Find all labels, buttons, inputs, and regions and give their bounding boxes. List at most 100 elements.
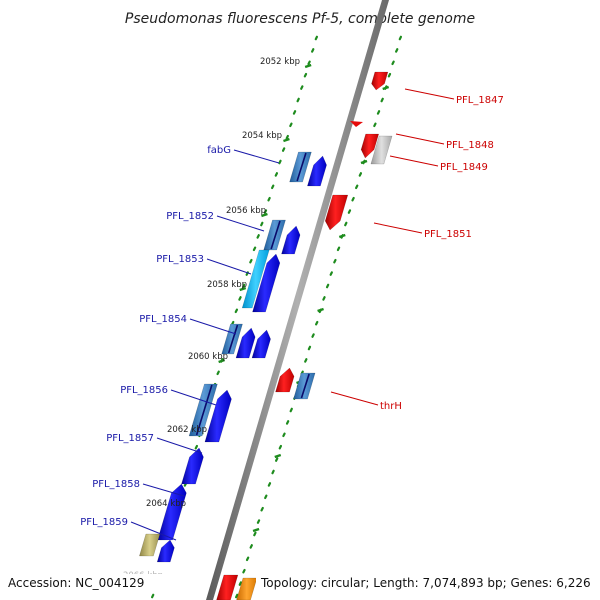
topology-text: Topology: circular; Length: 7,074,893 bp… (260, 576, 591, 590)
tick-dot-left (263, 209, 268, 214)
tick-dot-right (238, 581, 243, 586)
tick-dot-right (325, 283, 330, 289)
gene-PFL_1851[interactable] (324, 194, 349, 231)
gene-PFL_1859-a[interactable] (139, 533, 161, 557)
tick-dot-right (234, 593, 239, 599)
kbp-label-layer: 2052 kbp 2054 kbp 2056 kbp 2058 kbp 2060… (118, 57, 300, 581)
tick-dot-left (252, 246, 257, 252)
tick-dot-left (260, 221, 264, 227)
kbp-tick (239, 286, 247, 292)
gene-PFL_1852-a[interactable] (263, 219, 286, 251)
gene-stripe (227, 324, 239, 354)
tick-dot-left (292, 110, 297, 115)
gene-PFL_1854-c[interactable] (251, 329, 271, 359)
gene-thrH-b[interactable] (293, 372, 316, 400)
gene-stripe (296, 152, 307, 182)
kbp-label-2054: 2054 kbp (242, 131, 282, 141)
tick-dot-right (274, 457, 279, 462)
gene-label-PFL_1857[interactable]: PFL_1857 (106, 433, 154, 444)
gene-fabG-a[interactable] (289, 151, 312, 183)
gene-label-PFL_1856[interactable]: PFL_1856 (120, 385, 168, 396)
gene-PFL_1849[interactable] (370, 135, 393, 165)
gene-label-PFL_1858[interactable]: PFL_1858 (92, 479, 140, 490)
tick-dot-right (278, 444, 283, 450)
major-tick-right (252, 527, 260, 533)
gene-thrH-a[interactable] (275, 367, 295, 393)
gene-fabG-b[interactable] (307, 155, 327, 187)
tick-dot-left (267, 196, 271, 202)
leader-line (142, 483, 185, 497)
gene-label-PFL_1848[interactable]: PFL_1848 (446, 140, 494, 151)
leader-line (170, 389, 217, 406)
gene-label-PFL_1849[interactable]: PFL_1849 (440, 162, 488, 173)
accession-text: Accession: NC_004129 (8, 576, 144, 590)
gene-PFL_1856-b[interactable] (204, 389, 232, 443)
tick-dot-right (285, 420, 290, 425)
gene-PFL_1853-b[interactable] (252, 253, 281, 313)
footer-accession-bg (4, 574, 170, 592)
kbp-label-2058: 2058 kbp (207, 280, 247, 290)
kbp-label-2062: 2062 kbp (167, 425, 207, 435)
gene-PFL_1848[interactable] (360, 133, 380, 159)
tick-dot-right (347, 209, 352, 214)
tick-dot-right (282, 432, 286, 438)
leader-line (395, 133, 445, 145)
tick-dot-right (398, 35, 403, 41)
kbp-label-2056: 2056 kbp (226, 206, 266, 216)
tick-dot-left (307, 60, 311, 66)
gene-label-PFL_1859[interactable]: PFL_1859 (80, 517, 128, 528)
tick-dot-left (150, 593, 155, 599)
leader-line (330, 391, 379, 406)
gene-PFL_1854-b[interactable] (235, 327, 256, 359)
major-tick-right (382, 85, 390, 91)
tick-dot-right (395, 48, 399, 53)
gene-PFL_1857[interactable] (181, 447, 204, 485)
gene-PFL_1856-a[interactable] (188, 383, 218, 437)
kbp-label-2060: 2060 kbp (188, 352, 228, 362)
major-tick-right (360, 159, 368, 165)
gene-label-PFL_1854[interactable]: PFL_1854 (139, 314, 187, 325)
tick-dot-right (256, 519, 261, 524)
gene-bottom-red[interactable] (216, 574, 239, 600)
tick-dot-right (315, 320, 319, 326)
gene-label-thrH[interactable]: thrH (380, 401, 402, 412)
tick-dot-right (373, 122, 377, 128)
gene-stripe (270, 220, 281, 250)
tick-dot-right (311, 333, 315, 338)
gene-PFL_1859-b[interactable] (156, 539, 175, 563)
tick-dot-left (256, 234, 260, 239)
map-title: Pseudomonas fluorescens Pf-5, complete g… (125, 11, 475, 27)
major-tick-right (274, 453, 282, 459)
kbp-tick (283, 137, 290, 143)
tick-dot-right (344, 221, 348, 227)
tick-dot-right (351, 196, 355, 202)
gene-layer (139, 71, 393, 600)
tick-dot-right (267, 482, 272, 487)
gene-PFL_1853-a[interactable] (241, 249, 270, 309)
gene-label-PFL_1852[interactable]: PFL_1852 (166, 211, 214, 222)
gene-label-PFL_1853[interactable]: PFL_1853 (156, 254, 204, 265)
gene-stripe (195, 384, 213, 436)
leader-line-layer (130, 88, 455, 541)
gene-PFL_1854-a[interactable] (221, 323, 243, 355)
gene-PFL_1847[interactable] (371, 71, 389, 91)
gene-label-fabG[interactable]: fabG (207, 145, 231, 156)
gene-stripe (300, 373, 310, 399)
tick-dot-right (355, 184, 359, 190)
tick-dot-right (358, 172, 363, 177)
tick-dot-left (296, 97, 300, 103)
genome-backbone (206, 0, 389, 600)
gene-bottom-orange[interactable] (236, 577, 258, 600)
tick-dot-left (311, 48, 315, 53)
footer-topology-bg (256, 574, 594, 592)
leader-line (216, 215, 265, 232)
gene-PFL_1852-b[interactable] (281, 225, 301, 255)
gene-label-PFL_1851[interactable]: PFL_1851 (424, 229, 472, 240)
gene-PFL_1858[interactable] (157, 483, 187, 541)
gene-label-PFL_1847[interactable]: PFL_1847 (456, 95, 504, 106)
tick-dot-right (304, 358, 308, 363)
tick-dot-left (300, 85, 304, 90)
tick-dot-right (336, 246, 341, 252)
leader-line (404, 88, 455, 100)
